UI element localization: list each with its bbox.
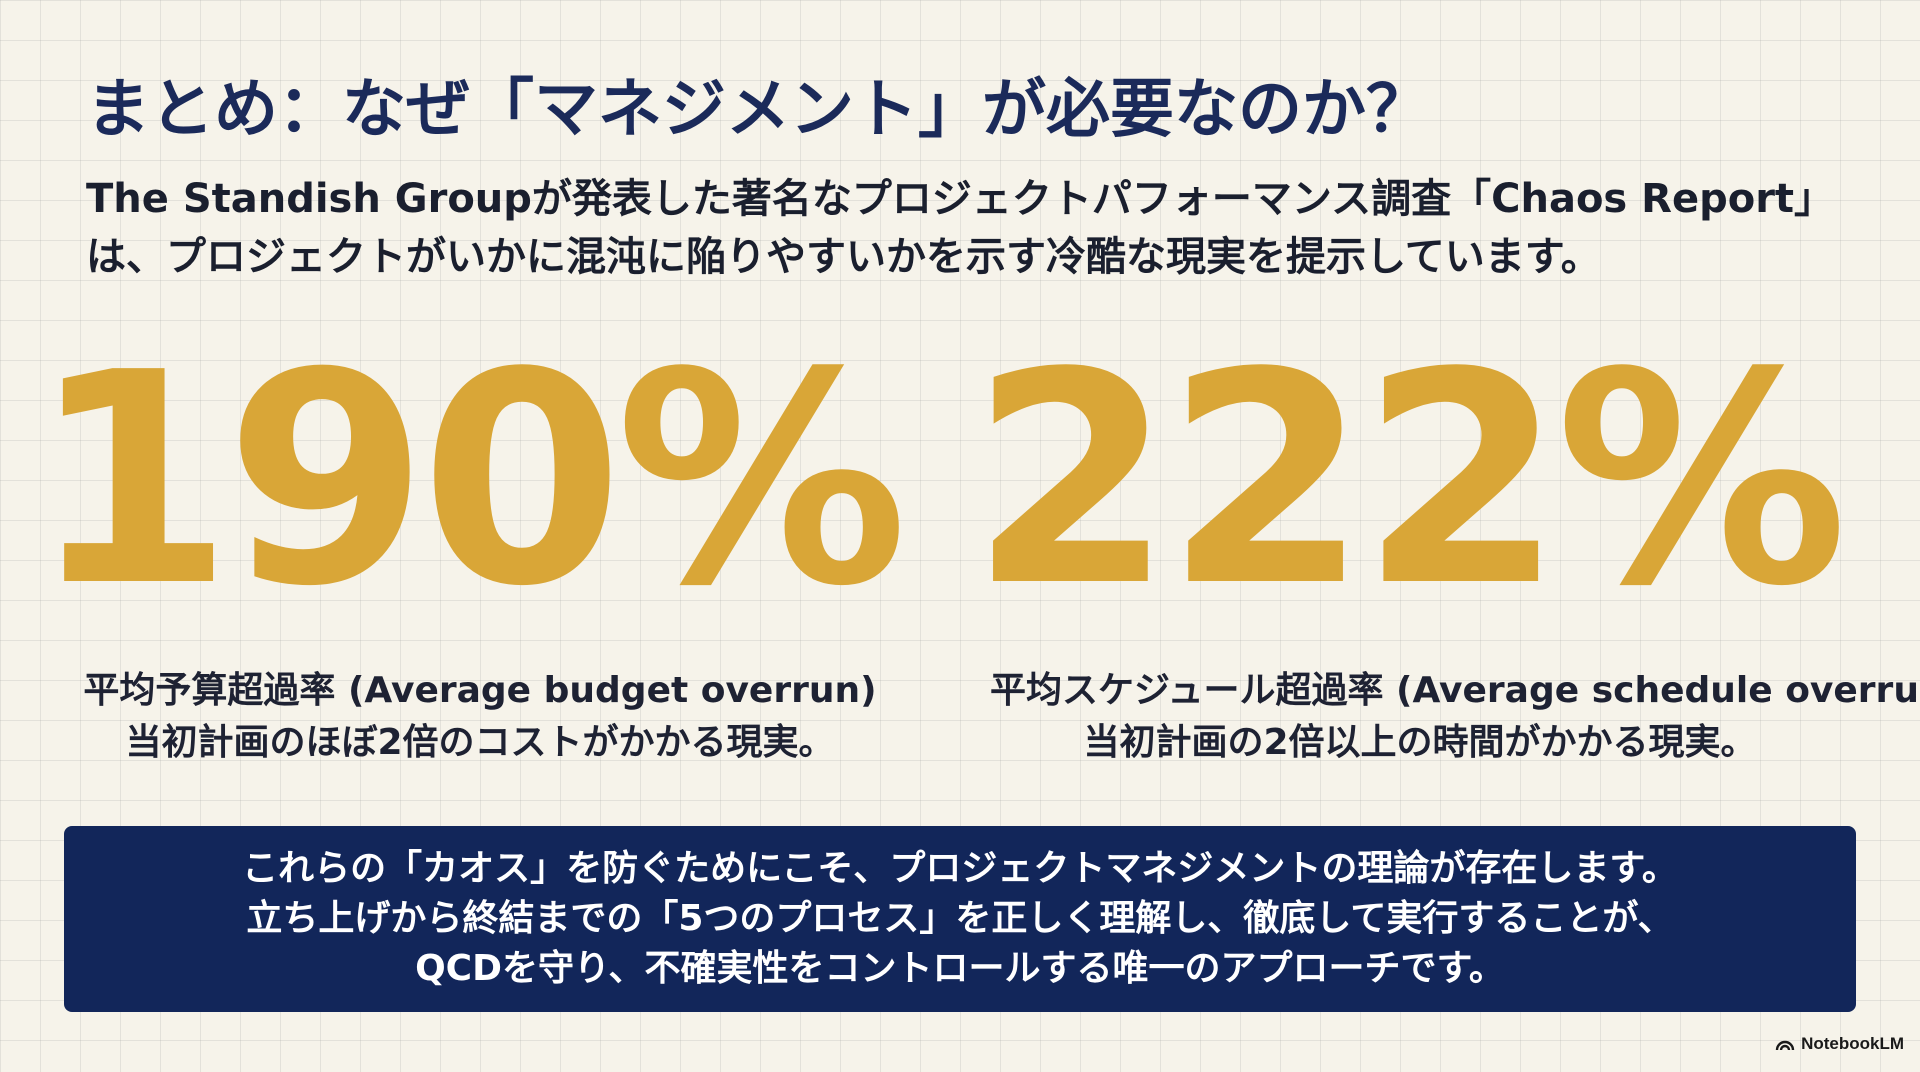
schedule-overrun-stat: 222% 平均スケジュール超過率 (Average schedule overr… (970, 330, 1920, 770)
conclusion-banner: これらの「カオス」を防ぐためにこそ、プロジェクトマネジメントの理論が存在します。… (64, 826, 1856, 1012)
schedule-overrun-value: 222% (969, 310, 1848, 650)
budget-overrun-stat: 190% 平均予算超過率 (Average budget overrun) 当初… (30, 330, 910, 770)
budget-overrun-value: 190% (29, 310, 908, 650)
budget-overrun-label: 平均予算超過率 (Average budget overrun) (83, 670, 877, 711)
conclusion-line: これらの「カオス」を防ぐためにこそ、プロジェクトマネジメントの理論が存在します。 (242, 848, 1678, 889)
conclusion-line: QCDを守り、不確実性をコントロールする唯一のアプローチです。 (415, 948, 1505, 989)
slide-title: まとめ：なぜ「マネジメント」が必要なのか？ (86, 73, 1430, 147)
conclusion-line: 立ち上げから終結までの「5つのプロセス」を正しく理解し、徹底して実行することが、 (246, 898, 1674, 939)
budget-overrun-description: 当初計画のほぼ2倍のコストがかかる現実。 (125, 722, 835, 763)
schedule-overrun-description: 当初計画の2倍以上の時間がかかる現実。 (1083, 722, 1757, 763)
schedule-overrun-label: 平均スケジュール超過率 (Average schedule overrun) (990, 670, 1920, 711)
watermark-text: NotebookLM (1801, 1034, 1904, 1053)
intro-paragraph: The Standish Groupが発表した著名なプロジェクトパフォーマンス調… (86, 176, 1835, 280)
notebooklm-logo-icon (1775, 1037, 1795, 1051)
notebooklm-watermark: NotebookLM (1775, 1034, 1904, 1054)
